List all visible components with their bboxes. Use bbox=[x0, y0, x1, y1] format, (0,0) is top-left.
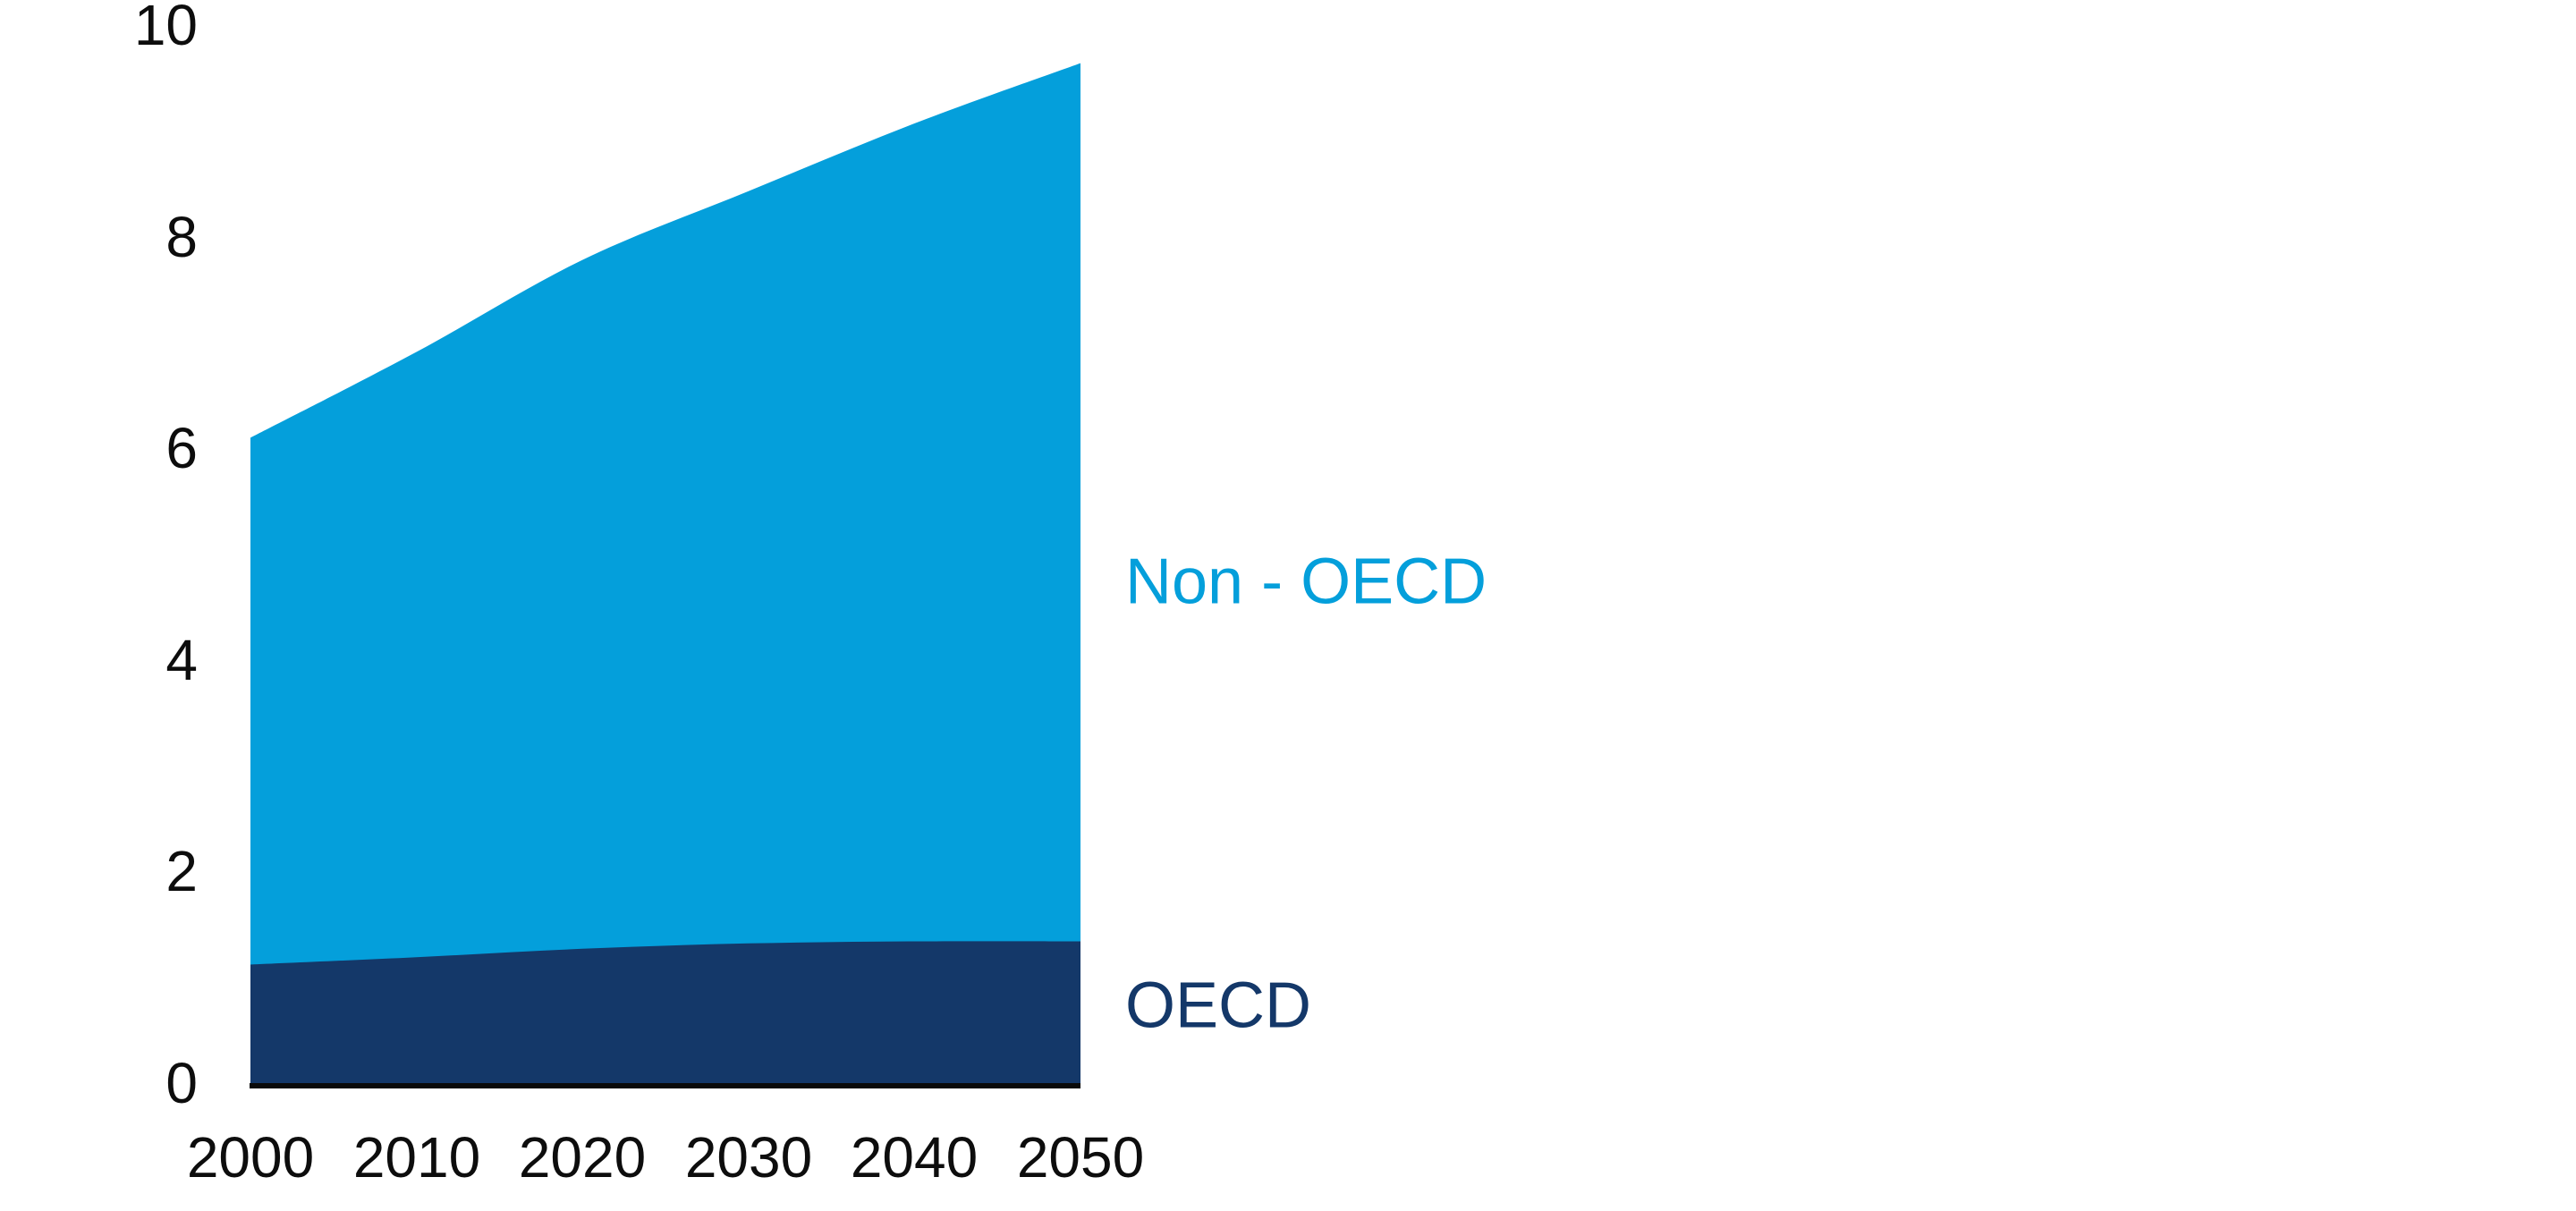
oecd-series-label: OECD bbox=[1125, 970, 1312, 1042]
x-axis-line bbox=[250, 1083, 1080, 1088]
x-tick-label-2000: 2000 bbox=[187, 1125, 314, 1190]
x-tick-label-2040: 2040 bbox=[851, 1125, 978, 1190]
y-tick-label-6: 6 bbox=[165, 416, 198, 480]
x-tick-label-2030: 2030 bbox=[685, 1125, 812, 1190]
y-tick-label-10: 10 bbox=[134, 0, 198, 57]
y-tick-label-0: 0 bbox=[165, 1051, 198, 1115]
oecd-area bbox=[250, 941, 1080, 1088]
non-oecd-series-label: Non - OECD bbox=[1125, 546, 1487, 618]
y-tick-label-4: 4 bbox=[165, 628, 198, 692]
y-tick-label-8: 8 bbox=[165, 205, 198, 269]
x-tick-label-2010: 2010 bbox=[353, 1125, 480, 1190]
non-oecd-area bbox=[250, 63, 1080, 1088]
x-tick-label-2020: 2020 bbox=[519, 1125, 646, 1190]
y-tick-label-2: 2 bbox=[165, 839, 198, 903]
x-tick-label-2050: 2050 bbox=[1017, 1125, 1144, 1190]
